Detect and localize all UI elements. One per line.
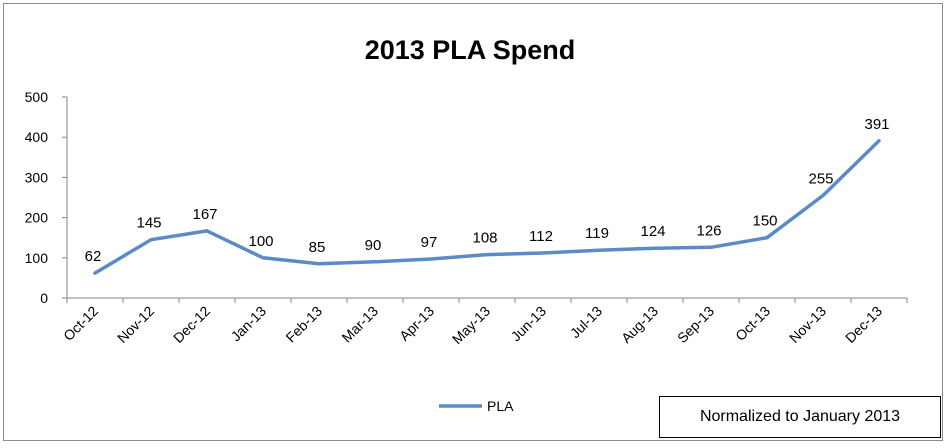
data-point bbox=[429, 257, 433, 261]
data-label: 150 bbox=[752, 213, 777, 230]
data-point bbox=[821, 193, 825, 197]
data-point bbox=[93, 271, 97, 275]
y-tick-label: 500 bbox=[25, 89, 49, 105]
data-label: 126 bbox=[696, 222, 721, 239]
x-tick-label: Nov-12 bbox=[114, 303, 157, 346]
x-tick-label: Feb-13 bbox=[282, 303, 325, 346]
data-label: 167 bbox=[192, 206, 217, 223]
data-point bbox=[877, 139, 881, 143]
axes bbox=[62, 96, 908, 303]
data-label: 97 bbox=[421, 234, 438, 251]
y-tick-label: 400 bbox=[25, 129, 49, 145]
x-tick-label: Aug-13 bbox=[618, 303, 661, 346]
data-point bbox=[709, 245, 713, 249]
data-point bbox=[597, 248, 601, 252]
data-label: 100 bbox=[248, 233, 273, 250]
y-tick-label: 200 bbox=[25, 210, 49, 226]
y-tick-label: 300 bbox=[25, 169, 49, 185]
chart-frame bbox=[3, 3, 943, 441]
data-point bbox=[653, 246, 657, 250]
x-tick-label: Dec-12 bbox=[170, 303, 213, 346]
x-tick-label: Jun-13 bbox=[508, 303, 550, 345]
legend-label-pla: PLA bbox=[487, 398, 514, 414]
data-label: 145 bbox=[136, 215, 161, 232]
x-tick-label: May-13 bbox=[449, 303, 493, 347]
data-point bbox=[261, 256, 265, 260]
data-point bbox=[317, 262, 321, 266]
data-label: 124 bbox=[640, 223, 665, 240]
data-label: 108 bbox=[472, 230, 497, 247]
x-tick-label: Oct-13 bbox=[732, 303, 773, 344]
data-label: 90 bbox=[365, 237, 382, 254]
series-pla bbox=[93, 139, 881, 275]
x-tick-label: Oct-12 bbox=[60, 303, 101, 344]
data-point bbox=[765, 236, 769, 240]
data-label: 391 bbox=[864, 116, 889, 133]
data-point bbox=[541, 251, 545, 255]
data-point bbox=[149, 238, 153, 242]
data-point bbox=[485, 253, 489, 257]
data-label: 85 bbox=[309, 239, 326, 256]
chart-title: 2013 PLA Spend bbox=[365, 35, 576, 65]
data-label: 62 bbox=[85, 248, 102, 265]
data-point bbox=[205, 229, 209, 233]
x-tick-label: Nov-13 bbox=[786, 303, 829, 346]
normalization-note: Normalized to January 2013 bbox=[659, 396, 941, 438]
data-label: 119 bbox=[585, 225, 609, 242]
x-tick-label: Mar-13 bbox=[338, 303, 381, 346]
y-tick-label: 0 bbox=[40, 290, 48, 306]
y-tick-label: 100 bbox=[25, 250, 49, 266]
x-tick-label: Apr-13 bbox=[396, 303, 437, 344]
data-label: 255 bbox=[808, 170, 833, 187]
data-labels: 62 145 167 100 85 90 97 108 112 119 124 126 150 255 39… bbox=[85, 116, 890, 265]
x-tick-label: Jan-13 bbox=[228, 303, 270, 345]
data-label: 112 bbox=[529, 228, 553, 245]
x-tick-label: Dec-13 bbox=[842, 303, 885, 346]
data-point bbox=[373, 260, 377, 264]
x-tick-label: Jul-13 bbox=[567, 303, 605, 341]
legend: PLA bbox=[439, 398, 514, 414]
x-tick-label: Sep-13 bbox=[674, 303, 717, 346]
